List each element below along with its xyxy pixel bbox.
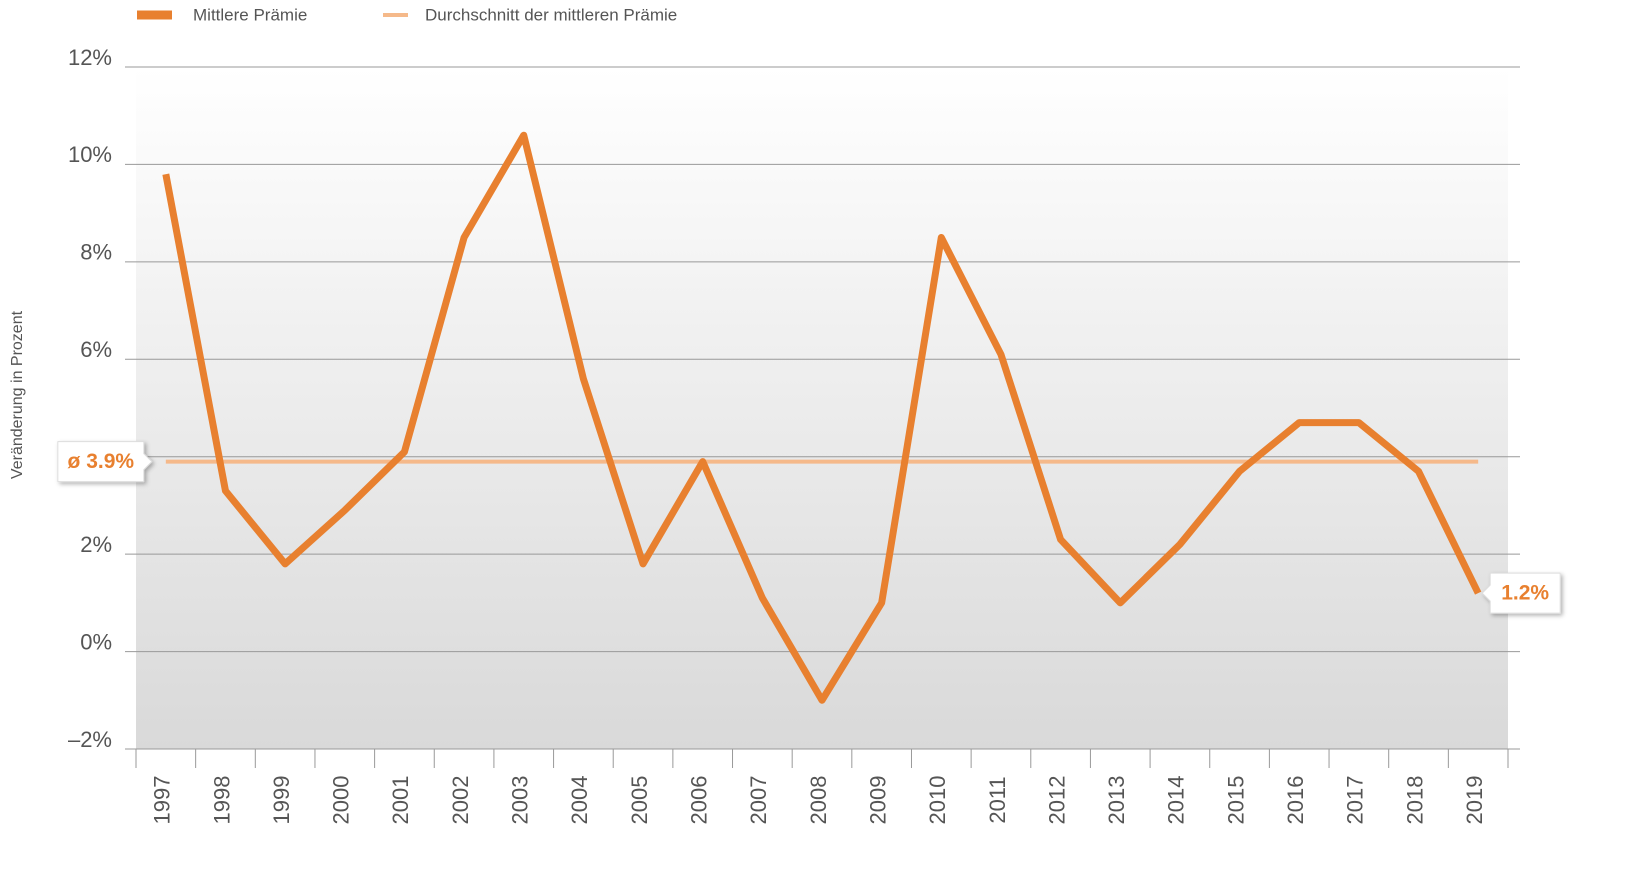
callout-box bbox=[57, 441, 153, 483]
x-tick-label: 1998 bbox=[209, 776, 234, 825]
callout bbox=[57, 441, 153, 483]
value-label: ø 3.9% bbox=[68, 450, 135, 473]
y-tick-label: 12% bbox=[68, 45, 112, 70]
x-tick-label: 2002 bbox=[448, 776, 473, 825]
x-tick-label: 2000 bbox=[329, 776, 354, 825]
x-tick-label: 2010 bbox=[925, 776, 950, 825]
y-tick-label: 8% bbox=[80, 240, 112, 265]
x-tick-label: 2016 bbox=[1283, 776, 1308, 825]
plot-background bbox=[136, 67, 1508, 749]
y-tick-label: 10% bbox=[68, 142, 112, 167]
y-tick-label: 0% bbox=[80, 629, 112, 654]
callout bbox=[1481, 572, 1561, 614]
y-tick-label: 6% bbox=[80, 337, 112, 362]
x-tick-label: 2011 bbox=[985, 776, 1010, 823]
x-tick-label: 2003 bbox=[508, 776, 533, 825]
x-tick-label: 2019 bbox=[1462, 776, 1487, 825]
x-tick-label: 2005 bbox=[627, 776, 652, 825]
x-tick-label: 2007 bbox=[746, 776, 771, 825]
x-tick-label: 2004 bbox=[567, 776, 592, 825]
x-tick-label: 2017 bbox=[1343, 776, 1368, 825]
x-tick-label: 2006 bbox=[687, 776, 712, 825]
x-tick-label: 2014 bbox=[1164, 776, 1189, 825]
x-tick-label: 2015 bbox=[1223, 776, 1248, 825]
legend-label: Mittlere Prämie bbox=[193, 5, 307, 24]
x-tick-label: 2001 bbox=[388, 776, 413, 825]
callout-box bbox=[1481, 572, 1561, 614]
legend-label: Durchschnitt der mittleren Prämie bbox=[425, 5, 677, 24]
x-tick-label: 1997 bbox=[150, 776, 175, 825]
x-tick-label: 2008 bbox=[806, 776, 831, 825]
series-line bbox=[162, 131, 1482, 704]
y-tick-label: 2% bbox=[80, 532, 112, 557]
y-axis-label: Veränderung in Prozent bbox=[9, 310, 26, 479]
x-tick-label: 2013 bbox=[1104, 776, 1129, 825]
x-tick-label: 2009 bbox=[865, 776, 890, 825]
x-tick-label: 1999 bbox=[269, 776, 294, 825]
value-label: 1.2% bbox=[1501, 582, 1549, 605]
x-tick-label: 2012 bbox=[1044, 776, 1069, 825]
y-tick-label: –2% bbox=[68, 727, 112, 752]
x-tick-label: 2018 bbox=[1402, 776, 1427, 825]
